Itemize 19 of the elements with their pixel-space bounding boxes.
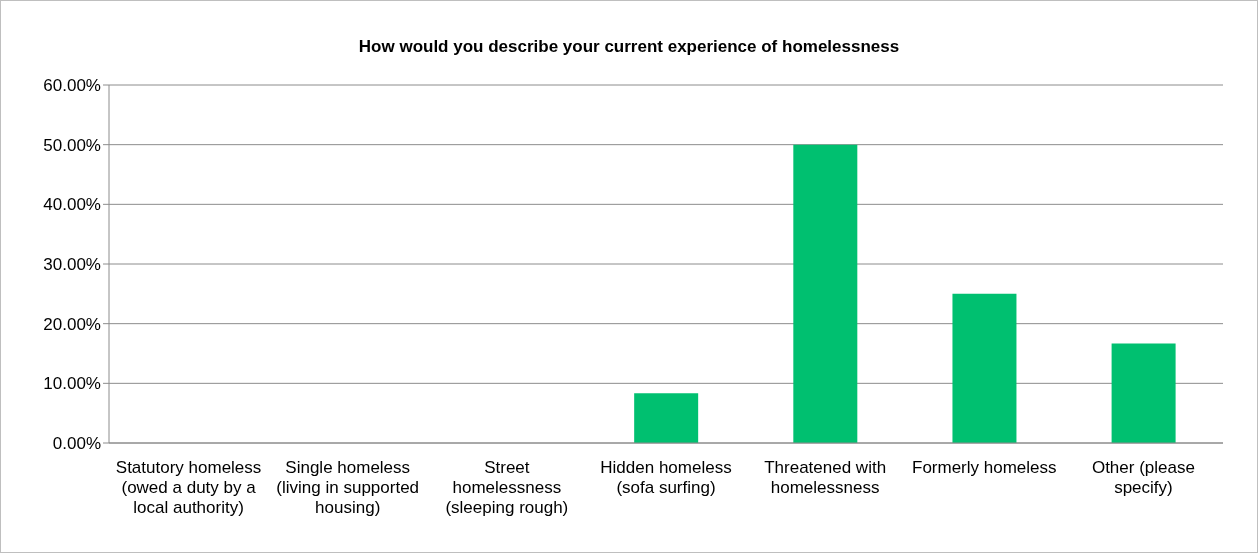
y-tick-label: 60.00% — [43, 76, 101, 96]
bar — [793, 144, 858, 443]
bar — [634, 393, 699, 443]
x-tick-label: Threatened with homelessness — [764, 458, 887, 497]
x-tick-label: Single homeless (living in supported housing) — [276, 458, 420, 517]
y-tick-label: 40.00% — [43, 195, 101, 215]
x-tick-label: Statutory homeless (owed a duty by a local authority) — [115, 458, 262, 517]
y-tick-label: 20.00% — [43, 314, 101, 334]
bar — [1111, 343, 1176, 443]
y-tick-label: 50.00% — [43, 135, 101, 155]
x-tick-label: Street homelessness (sleeping rough) — [445, 458, 569, 517]
x-tick-label: Hidden homeless (sofa surfing) — [600, 458, 732, 497]
x-tick-label: Formerly homeless — [912, 458, 1057, 477]
y-tick-label: 30.00% — [43, 255, 101, 275]
chart-title: How would you describe your current experience of homelessness — [357, 37, 901, 57]
x-tick-label: Other (please specify) — [1091, 458, 1195, 497]
y-tick-label: 0.00% — [52, 434, 101, 454]
y-tick-label: 10.00% — [43, 374, 101, 394]
bar — [952, 293, 1017, 443]
